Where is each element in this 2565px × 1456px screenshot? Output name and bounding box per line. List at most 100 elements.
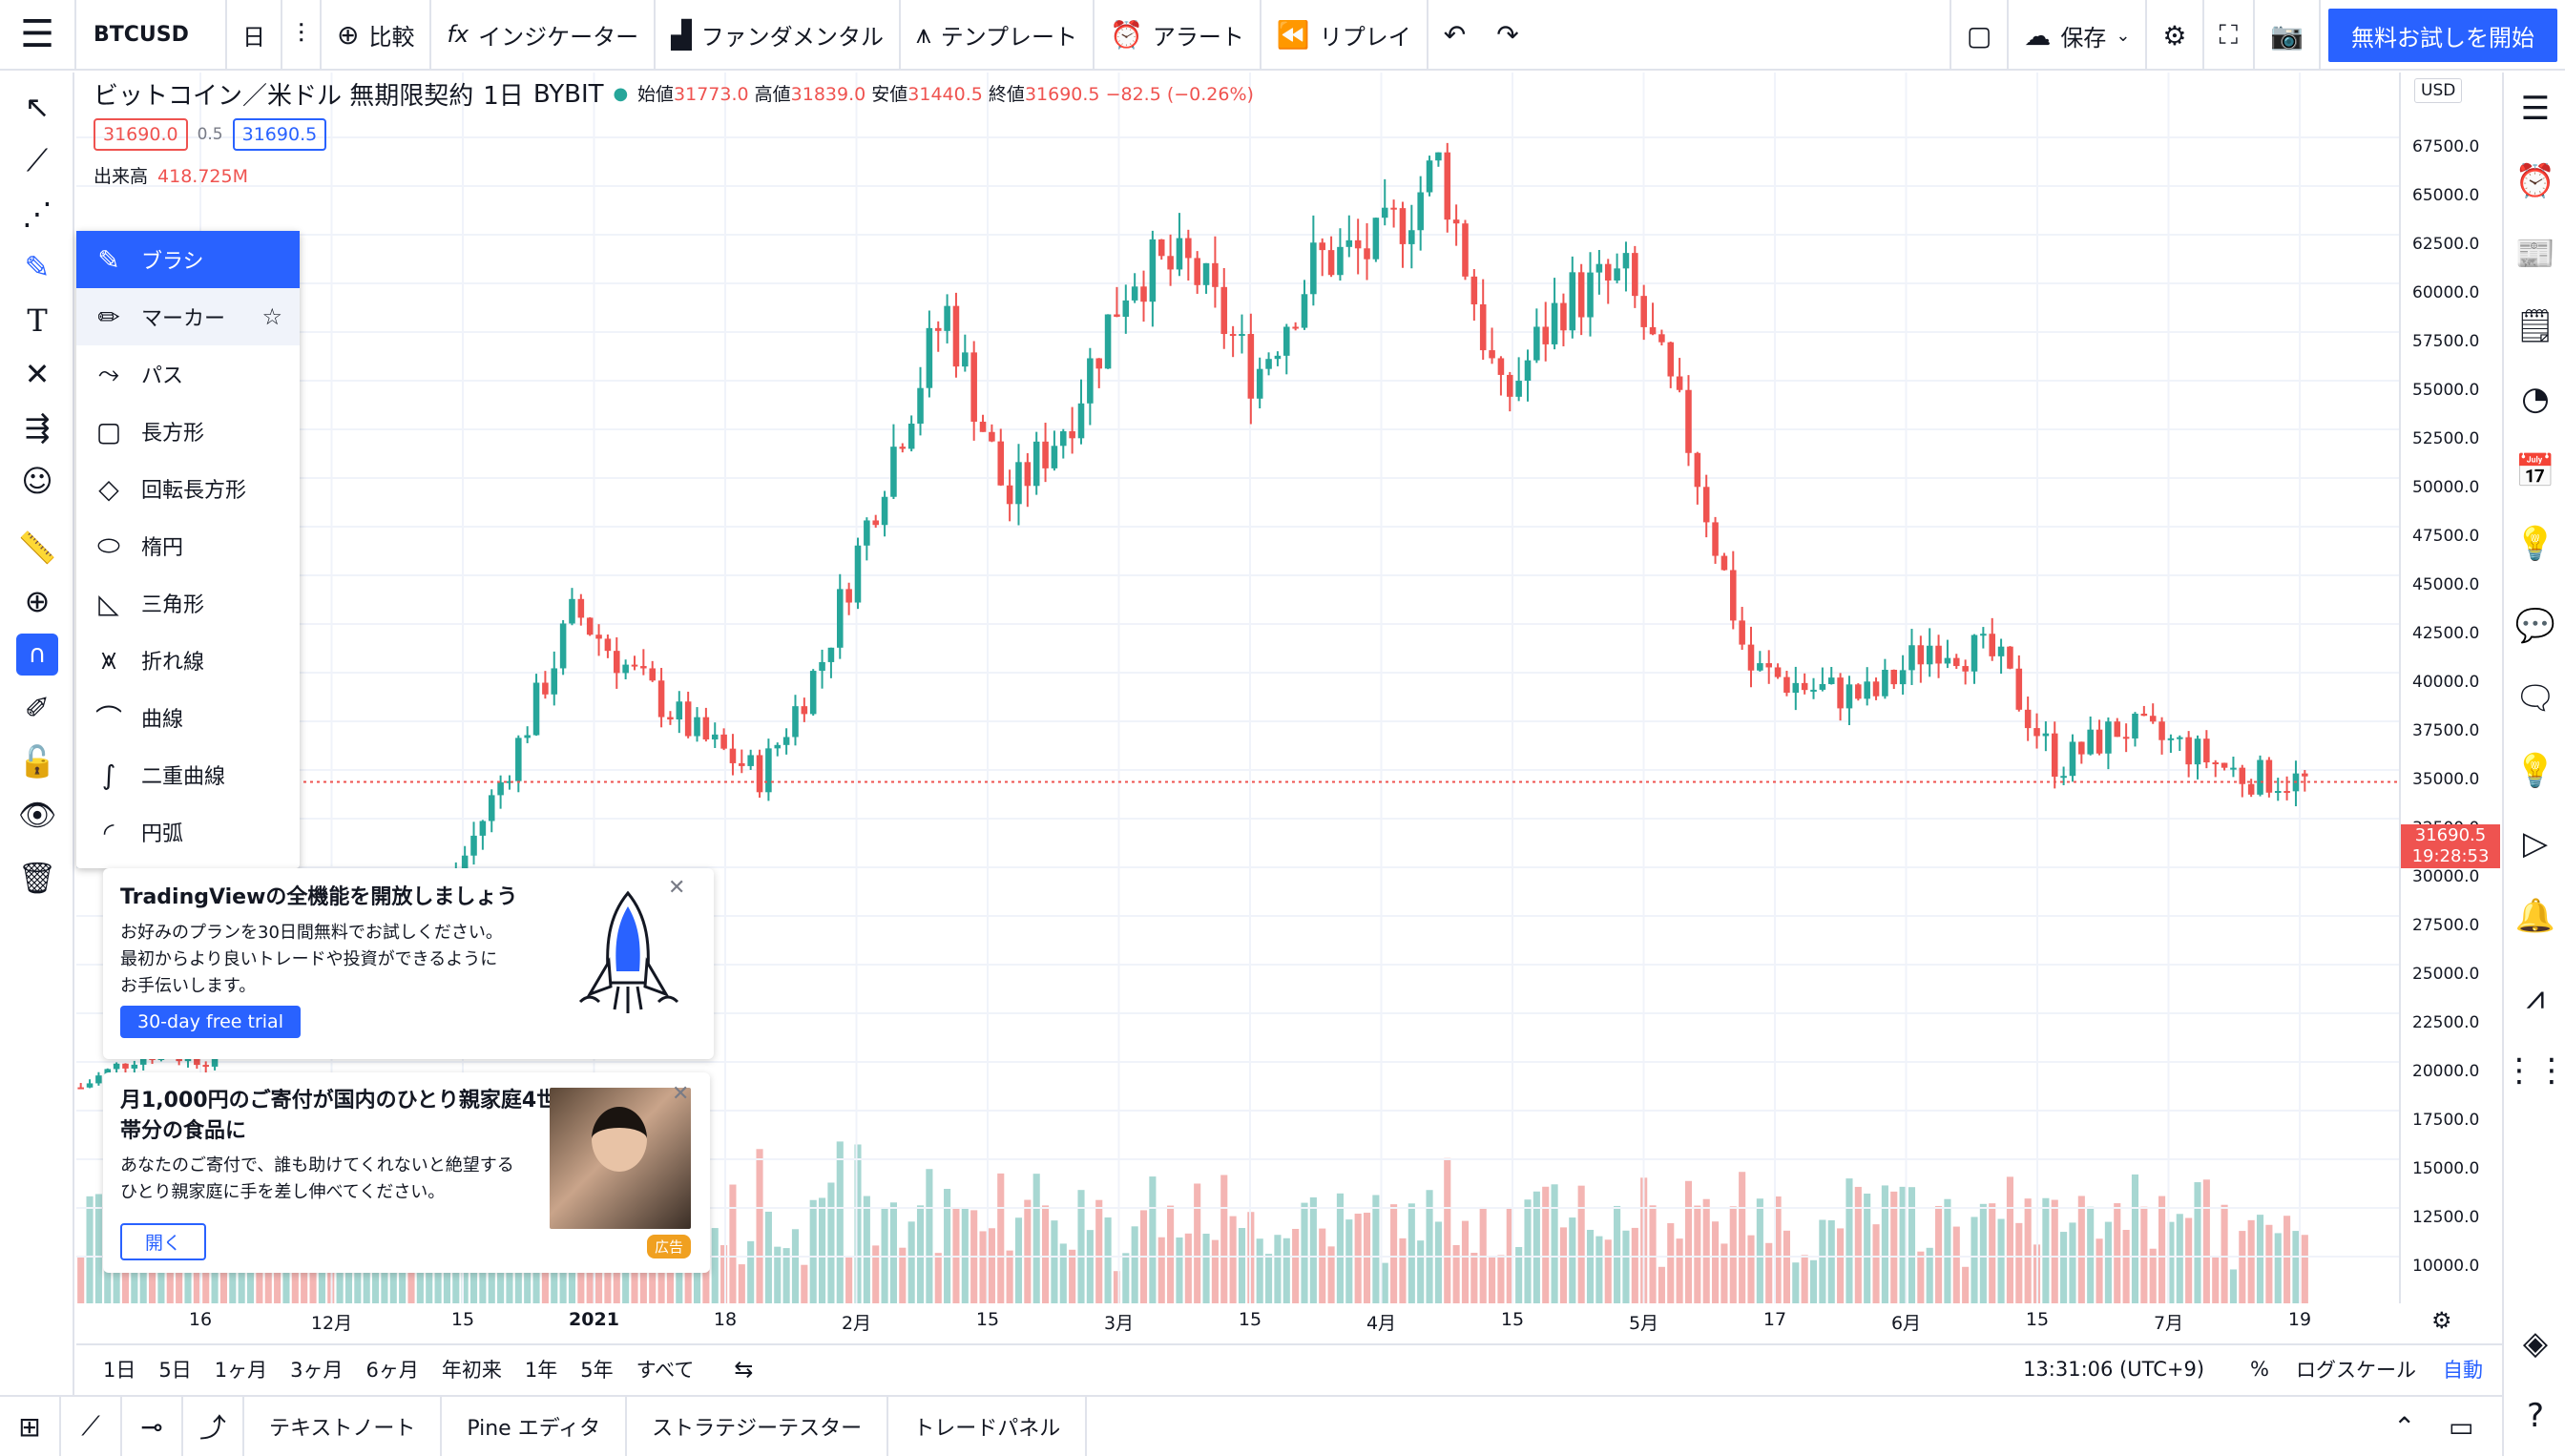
range-ytd[interactable]: 年初来	[441, 1359, 502, 1382]
horizontal-ray-icon[interactable]: ⊸	[122, 1396, 183, 1456]
dom-icon[interactable]: ⋮⋮	[2503, 1051, 2565, 1090]
line-tool-icon[interactable]: ⟋	[61, 1396, 122, 1456]
range-1d[interactable]: 1日	[103, 1359, 136, 1382]
text-tool-icon[interactable]: T	[27, 302, 48, 339]
compare-button[interactable]: ⊕ 比較	[322, 0, 432, 70]
watchlist-icon[interactable]: ☰	[2520, 90, 2551, 128]
interval-button[interactable]: 日	[227, 0, 282, 70]
ad-open-button[interactable]: 開く	[120, 1223, 207, 1260]
calendar-list-icon[interactable]: 🗒	[2514, 307, 2556, 345]
emoji-icon[interactable]: ☺	[21, 463, 53, 499]
prediction-icon[interactable]: ⇶	[24, 409, 51, 446]
goto-date-icon[interactable]: ⇆	[734, 1356, 754, 1383]
log-scale-toggle[interactable]: ログスケール	[2296, 1359, 2416, 1382]
fundamentals-button[interactable]: ▟ ファンダメンタル	[656, 0, 901, 70]
ruler-icon[interactable]: 📏	[18, 530, 56, 566]
widgets-icon[interactable]: ⊞	[0, 1396, 61, 1456]
alert-button[interactable]: ⏰ アラート	[1095, 0, 1262, 70]
chart-type-button[interactable]: ⫶	[282, 0, 323, 70]
undo-button[interactable]: ↶	[1428, 0, 1481, 70]
menu-item-polyline[interactable]: ⩙ 折れ線	[76, 632, 300, 689]
alerts-icon[interactable]: ⏰	[2514, 162, 2556, 200]
candle	[2033, 713, 2040, 749]
lock-icon[interactable]: 🔓	[18, 743, 56, 780]
fullscreen-button[interactable]: ⛶	[2204, 0, 2256, 71]
time-axis[interactable]: ⚙ 16 12月 15 2021 18 2月 15 3月 15 4月 15 5月 17 6月 15 7月 19	[76, 1303, 2452, 1342]
trash-icon[interactable]: 🗑	[17, 860, 57, 896]
tab-trading-panel[interactable]: トレードパネル	[888, 1396, 1088, 1456]
menu-item-double-curve[interactable]: ∫ 二重曲線	[76, 746, 300, 803]
menu-item-arc[interactable]: ◜ 円弧	[76, 803, 300, 861]
candle	[2132, 712, 2138, 747]
buy-button[interactable]: 31690.5	[232, 118, 327, 151]
zoom-in-icon[interactable]: ⊕	[24, 583, 51, 619]
indicators-button[interactable]: fx インジケーター	[431, 0, 657, 70]
stay-drawing-icon[interactable]: ✐	[24, 690, 51, 726]
menu-item-curve[interactable]: ⌒ 曲線	[76, 689, 300, 746]
range-3m[interactable]: 3ヶ月	[290, 1359, 344, 1382]
symbol-title[interactable]: ビットコイン／米ドル 無期限契約	[94, 82, 474, 111]
range-5y[interactable]: 5年	[580, 1359, 614, 1382]
percent-scale-toggle[interactable]: %	[2250, 1358, 2269, 1381]
menu-item-rectangle[interactable]: ▢ 長方形	[76, 403, 300, 460]
menu-item-brush[interactable]: ✎ ブラシ	[76, 231, 300, 288]
layout-button[interactable]: ▢	[1949, 0, 2010, 71]
magnet-icon[interactable]: ∩	[16, 634, 58, 676]
message-icon[interactable]: 🗨	[2514, 679, 2556, 718]
brush-tool-icon[interactable]: ✎	[24, 249, 51, 285]
star-icon[interactable]: ☆	[261, 303, 282, 330]
chart-settings-icon[interactable]: ⚙	[2431, 1307, 2452, 1334]
ideas-icon[interactable]: 💡	[2514, 752, 2556, 790]
price-axis[interactable]: USD 67500.0 65000.0 62500.0 60000.0 57500.0 5…	[2399, 73, 2500, 1303]
range-6m[interactable]: 6ヶ月	[365, 1359, 419, 1382]
menu-item-triangle[interactable]: ◺ 三角形	[76, 574, 300, 632]
menu-item-path[interactable]: ⤳ パス	[76, 345, 300, 403]
replay-button[interactable]: ⏪ リプレイ	[1262, 0, 1428, 70]
save-button[interactable]: ☁ 保存 ⌄	[2009, 0, 2148, 71]
tab-text-notes[interactable]: テキストノート	[244, 1396, 443, 1456]
menu-icon[interactable]: ☰	[20, 12, 54, 56]
sell-button[interactable]: 31690.0	[94, 118, 188, 151]
range-1m[interactable]: 1ヶ月	[214, 1359, 268, 1382]
eye-icon[interactable]: 👁	[17, 797, 57, 833]
tab-pine-editor[interactable]: Pine エディタ	[442, 1396, 628, 1456]
templates-button[interactable]: ⩚ テンプレート	[901, 0, 1095, 70]
trend-line-icon[interactable]: ⟋	[26, 141, 49, 178]
candle	[542, 671, 549, 699]
collapse-panel-icon[interactable]: ⌃	[2393, 1410, 2416, 1443]
menu-item-ellipse[interactable]: ⬭ 楕円	[76, 517, 300, 574]
snapshot-button[interactable]: 📷	[2255, 0, 2321, 71]
streams-icon[interactable]: ▷	[2522, 824, 2549, 863]
pattern-icon[interactable]: ✕	[24, 356, 51, 392]
menu-item-rotated-rectangle[interactable]: ◇ 回転長方形	[76, 460, 300, 517]
redo-button[interactable]: ↷	[1481, 0, 1533, 70]
close-icon[interactable]: ✕	[668, 876, 686, 900]
auto-scale-toggle[interactable]: 自動	[2443, 1359, 2483, 1382]
range-all[interactable]: すべて	[636, 1359, 695, 1382]
calendar-icon[interactable]: 📅	[2514, 452, 2556, 490]
layers-icon[interactable]: ◈	[2522, 1324, 2549, 1362]
chat-icon[interactable]: 💬	[2514, 607, 2556, 645]
fib-icon[interactable]: ⋰	[22, 196, 52, 232]
tab-strategy-tester[interactable]: ストラテジーテスター	[627, 1396, 889, 1456]
symbol-search[interactable]: BTCUSD	[74, 0, 227, 70]
cursor-icon[interactable]: ↖	[24, 89, 51, 125]
currency-selector[interactable]: USD	[2414, 78, 2463, 103]
range-5d[interactable]: 5日	[158, 1359, 192, 1382]
close-icon[interactable]: ✕	[672, 1082, 690, 1106]
free-trial-button[interactable]: 30-day free trial	[120, 1006, 301, 1038]
chart-line-icon[interactable]: ⩘	[2526, 979, 2545, 1017]
clock[interactable]: 13:31:06 (UTC+9)	[2023, 1358, 2205, 1381]
bell-icon[interactable]: 🔔	[2514, 897, 2556, 935]
menu-item-marker[interactable]: ✏ マーカー ☆	[76, 288, 300, 345]
help-icon[interactable]: ?	[2526, 1397, 2545, 1435]
settings-button[interactable]: ⚙	[2147, 0, 2204, 71]
news-icon[interactable]: 📰	[2514, 235, 2556, 273]
ad-photo[interactable]	[550, 1088, 691, 1229]
maximize-panel-icon[interactable]: ▭	[2449, 1410, 2474, 1443]
range-1y[interactable]: 1年	[524, 1359, 558, 1382]
curve-tool-icon[interactable]: ⤴	[183, 1396, 244, 1456]
pie-icon[interactable]: ◔	[2521, 380, 2550, 418]
lightbulb-icon[interactable]: 💡	[2514, 525, 2556, 563]
start-trial-button[interactable]: 無料お試しを開始	[2328, 9, 2557, 62]
